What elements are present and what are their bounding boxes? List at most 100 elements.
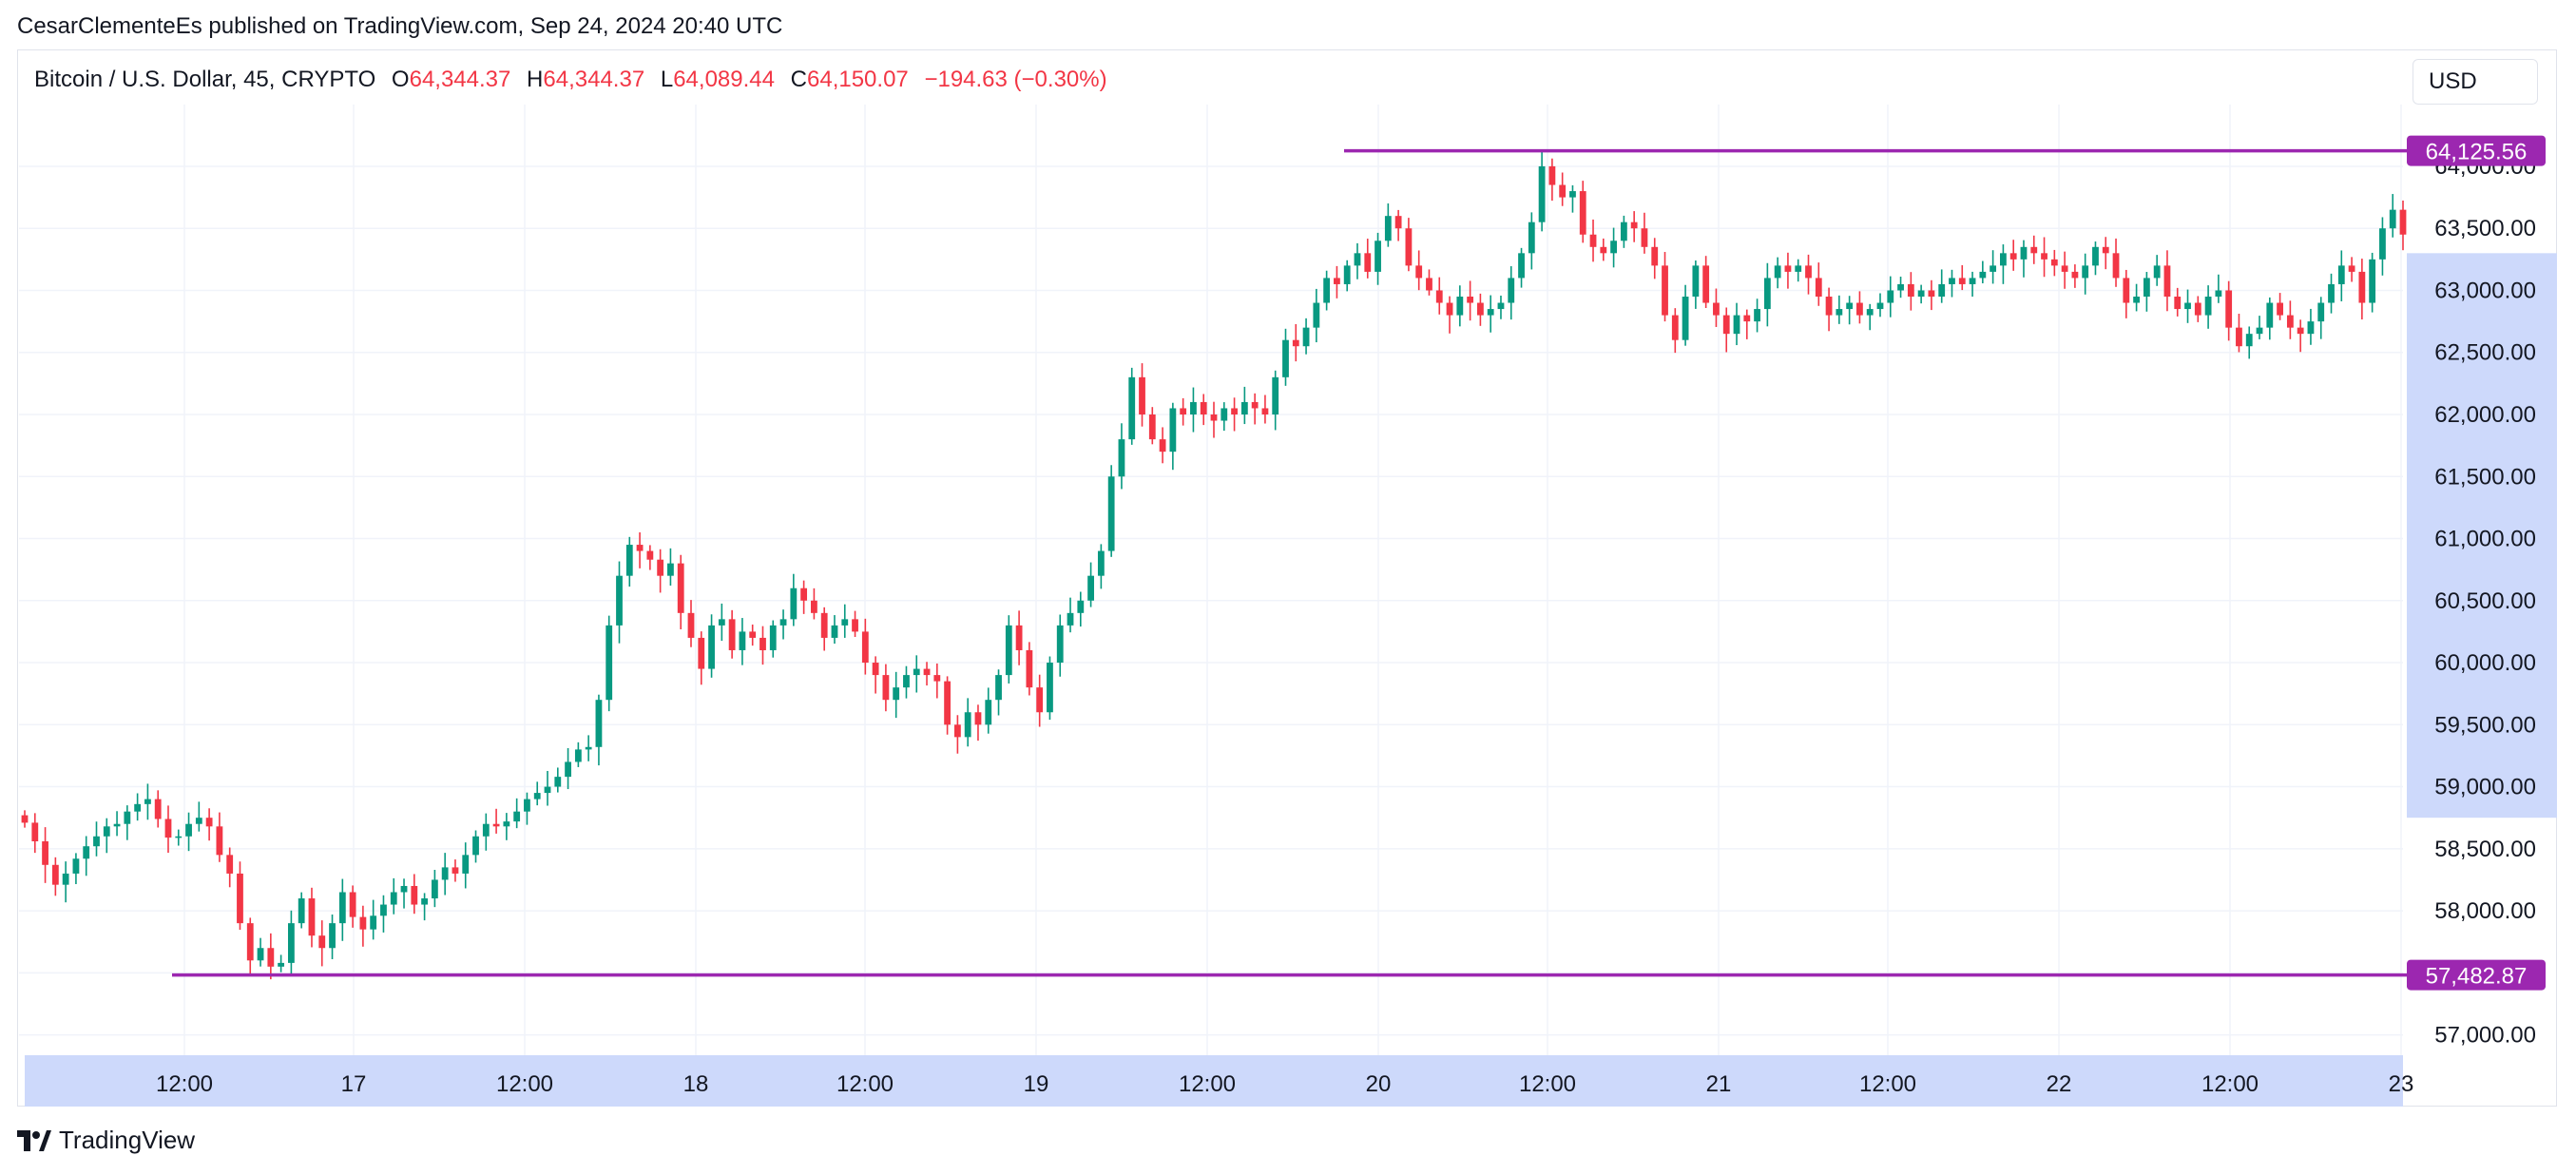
candle-down xyxy=(1600,246,1607,254)
candle-down xyxy=(944,681,952,725)
candle-down xyxy=(1251,401,1259,409)
candle-up xyxy=(913,668,920,676)
candle-up xyxy=(1221,408,1228,421)
candle-down xyxy=(1467,297,1474,303)
candle-down xyxy=(811,600,817,613)
high-value: 64,344.37 xyxy=(543,67,645,92)
candle-up xyxy=(1774,265,1781,279)
candle-up xyxy=(1682,297,1689,340)
candle-up xyxy=(2020,246,2028,260)
candle-down xyxy=(1446,302,1453,316)
candle-down xyxy=(1405,228,1413,266)
candle-up xyxy=(1087,575,1094,601)
candle-up xyxy=(574,749,582,762)
candle-down xyxy=(2236,327,2242,347)
candle-up xyxy=(503,821,510,827)
candle-down xyxy=(1651,246,1659,266)
candle-up xyxy=(1897,283,1904,291)
candle-up xyxy=(769,625,777,650)
candle-down xyxy=(1148,414,1156,440)
candle-up xyxy=(524,799,530,812)
candle-down xyxy=(1559,184,1567,198)
candle-up xyxy=(616,575,623,626)
candle-down xyxy=(1630,222,1638,229)
candle-up xyxy=(1097,550,1105,576)
candle-up xyxy=(287,923,295,963)
candle-up xyxy=(1302,327,1310,347)
candle-up xyxy=(1118,439,1125,477)
y-tick-label: 58,500.00 xyxy=(2434,837,2536,862)
candle-up xyxy=(2328,283,2335,303)
candle-up xyxy=(1384,216,1392,241)
ohlc-legend: Bitcoin / U.S. Dollar, 45, CRYPTO O64,34… xyxy=(34,67,1107,93)
candle-down xyxy=(852,619,858,632)
candle-up xyxy=(2133,297,2141,303)
candle-down xyxy=(636,545,644,551)
candle-down xyxy=(1415,265,1423,279)
open-value: 64,344.37 xyxy=(409,67,511,92)
candle-up xyxy=(1990,265,1997,272)
candle-down xyxy=(1036,687,1044,713)
candle-up xyxy=(1128,376,1136,440)
candle-up xyxy=(1887,290,1894,303)
candle-up xyxy=(1456,297,1464,316)
candle-down xyxy=(974,712,982,725)
candle-down xyxy=(237,873,243,924)
candle-down xyxy=(882,675,890,701)
candle-down xyxy=(21,815,29,823)
x-tick-label: 12:00 xyxy=(1179,1071,1236,1097)
candle-up xyxy=(708,625,715,669)
x-tick-label: 20 xyxy=(1366,1071,1392,1097)
candle-down xyxy=(1722,315,1730,335)
candle-down xyxy=(2102,246,2109,254)
candle-down xyxy=(646,550,654,560)
candle-up xyxy=(2092,246,2099,266)
candle-down xyxy=(820,612,828,638)
candle-down xyxy=(1159,439,1166,453)
currency-selector[interactable]: USD xyxy=(2413,59,2538,105)
candle-down xyxy=(953,724,961,738)
candle-up xyxy=(513,811,521,822)
candle-up xyxy=(2082,265,2089,279)
candle-up xyxy=(195,818,202,824)
candle-up xyxy=(472,836,479,856)
candle-up xyxy=(1754,309,1760,322)
candle-up xyxy=(1610,241,1617,254)
candle-up xyxy=(2204,297,2212,316)
candle-up xyxy=(565,761,571,778)
high-label: H xyxy=(527,67,544,92)
candle-up xyxy=(1323,278,1331,303)
candle-up xyxy=(103,826,110,837)
candle-up xyxy=(1692,265,1700,298)
candle-up xyxy=(585,746,592,750)
candle-up xyxy=(83,846,90,859)
candle-up xyxy=(2153,265,2161,279)
candle-down xyxy=(1958,278,1966,284)
candle-down xyxy=(51,864,59,885)
candle-up xyxy=(2215,290,2222,298)
price-axis-highlight xyxy=(2407,253,2557,819)
candle-up xyxy=(2256,327,2263,335)
candle-up xyxy=(1190,401,1197,414)
candle-up xyxy=(1938,283,1946,298)
tradingview-logo[interactable]: TradingView xyxy=(17,1126,195,1155)
x-tick-label: 12:00 xyxy=(496,1071,553,1097)
candle-up xyxy=(338,892,346,924)
candle-up xyxy=(2000,253,2007,266)
open-label: O xyxy=(391,67,410,92)
x-tick-label: 22 xyxy=(2047,1071,2072,1097)
change-value: −194.63 (−0.30%) xyxy=(924,67,1107,92)
candle-down xyxy=(246,923,254,961)
candle-up xyxy=(1763,278,1771,310)
tradingview-logo-icon xyxy=(17,1129,51,1151)
candle-up xyxy=(124,811,131,824)
low-value: 64,089.44 xyxy=(673,67,775,92)
candle-down xyxy=(1231,408,1238,414)
candle-up xyxy=(831,625,838,638)
candle-up xyxy=(625,545,633,576)
candle-up xyxy=(113,823,121,827)
candle-down xyxy=(308,898,316,936)
candle-down xyxy=(1743,315,1751,322)
y-tick-label: 62,500.00 xyxy=(2434,340,2536,366)
